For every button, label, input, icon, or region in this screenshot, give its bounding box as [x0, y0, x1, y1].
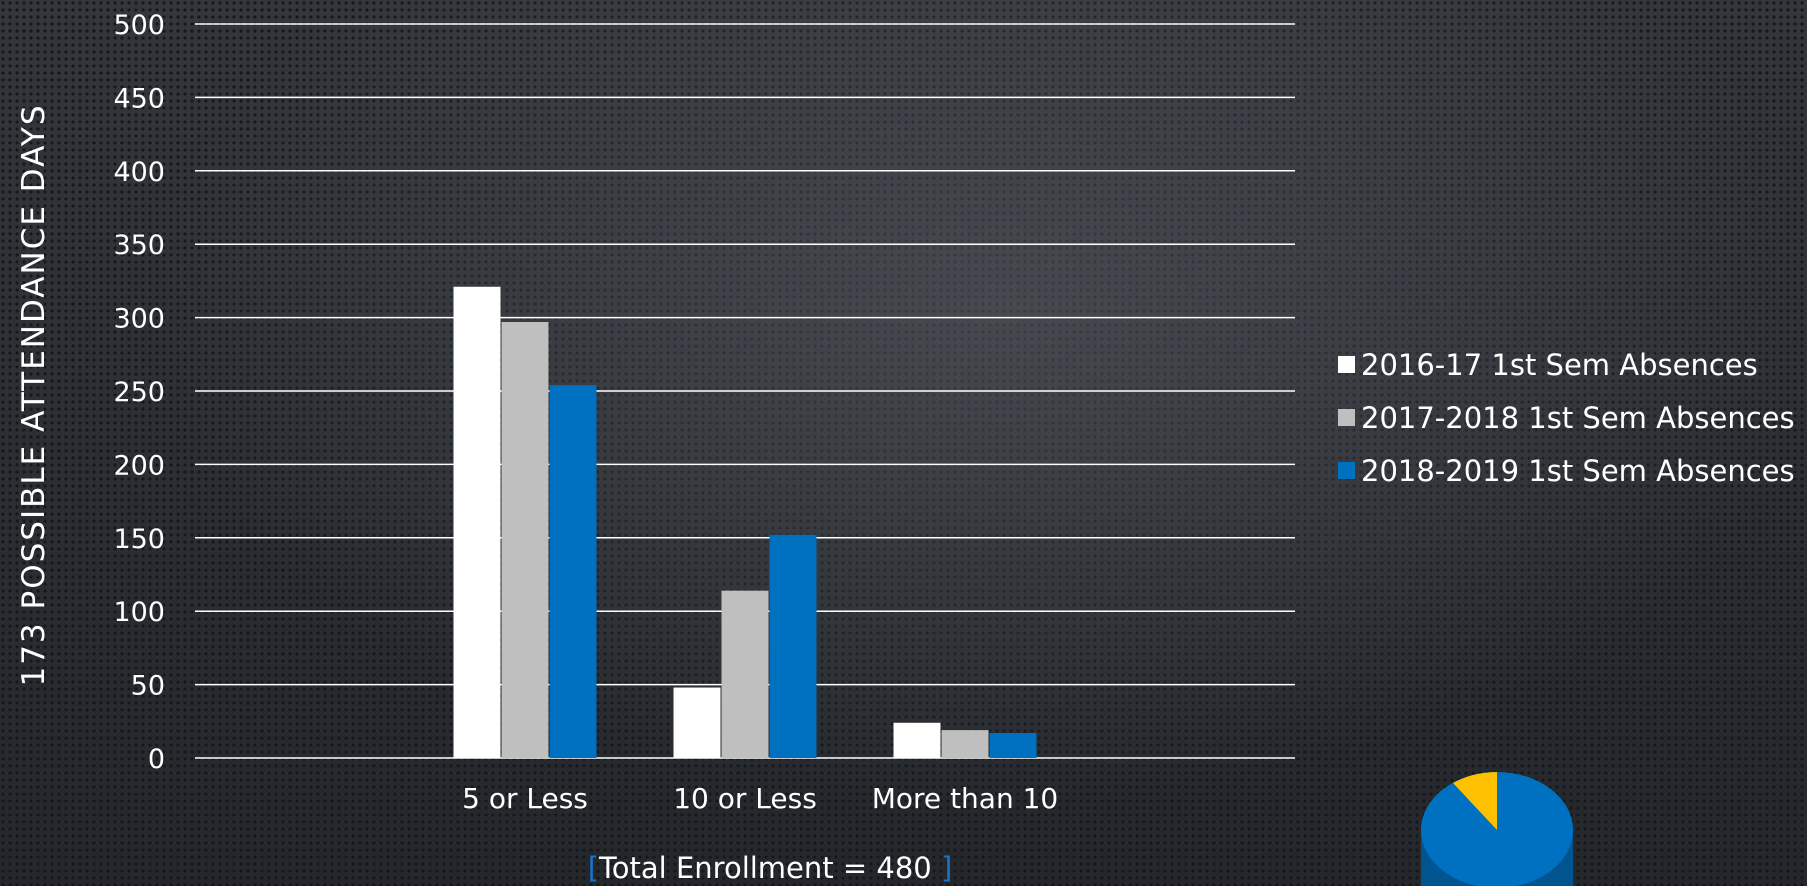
- y-tick-label-450: 450: [113, 83, 165, 114]
- legend-label-2018-2019: 2018-2019 1st Sem Absences: [1361, 453, 1795, 488]
- y-tick-label-400: 400: [113, 157, 165, 188]
- bars: [453, 286, 1037, 758]
- x-tick-label-3: More than 10: [872, 782, 1058, 815]
- x-tick-labels: 5 or Less 10 or Less More than 10: [462, 782, 1058, 815]
- footnote-text: Total Enrollment = 480: [599, 851, 941, 885]
- legend-swatch-2017-2018: [1338, 409, 1355, 426]
- bar-3-3: [989, 733, 1037, 758]
- y-tick-label-50: 50: [131, 671, 165, 702]
- y-tick-label-300: 300: [113, 304, 165, 335]
- y-tick-label-150: 150: [113, 524, 165, 555]
- bar-2-2: [721, 590, 769, 758]
- legend-swatch-2016-17: [1338, 356, 1355, 373]
- legend-item-2017-2018: 2017-2018 1st Sem Absences: [1338, 391, 1795, 444]
- pie-top-small-slice: [1453, 772, 1497, 830]
- bar-3-2: [769, 534, 817, 758]
- legend-item-2018-2019: 2018-2019 1st Sem Absences: [1338, 444, 1795, 497]
- y-axis-title: 173 POSSIBLE ATTENDANCE DAYS: [16, 103, 52, 687]
- total-enrollment-note: [Total Enrollment = 480 ]: [0, 851, 1540, 885]
- bar-1-1: [453, 286, 501, 758]
- gridlines: [195, 23, 1295, 759]
- x-tick-label-2: 10 or Less: [673, 782, 817, 815]
- y-tick-labels: 0 50 100 150 200 250 300 350 400 450 500: [113, 10, 165, 775]
- y-tick-label-100: 100: [113, 597, 165, 628]
- y-tick-label-250: 250: [113, 377, 165, 408]
- legend-swatch-2018-2019: [1338, 462, 1355, 479]
- bar-3-1: [549, 385, 597, 758]
- y-tick-label-200: 200: [113, 450, 165, 481]
- legend-item-2016-17: 2016-17 1st Sem Absences: [1338, 338, 1795, 391]
- y-tick-label-350: 350: [113, 230, 165, 261]
- x-tick-label-1: 5 or Less: [462, 782, 588, 815]
- bar-2-3: [941, 730, 989, 758]
- legend-label-2017-2018: 2017-2018 1st Sem Absences: [1361, 400, 1795, 435]
- pie-chart-fragment: [1421, 772, 1573, 886]
- legend: 2016-17 1st Sem Absences 2017-2018 1st S…: [1338, 338, 1795, 497]
- y-tick-label-0: 0: [148, 744, 165, 775]
- footnote-open-bracket: [: [587, 851, 600, 885]
- legend-label-2016-17: 2016-17 1st Sem Absences: [1361, 347, 1758, 382]
- y-tick-label-500: 500: [113, 10, 165, 41]
- footnote-close-bracket: ]: [940, 851, 953, 885]
- bar-1-3: [893, 722, 941, 758]
- bar-2-1: [501, 322, 549, 758]
- bar-1-2: [673, 687, 721, 758]
